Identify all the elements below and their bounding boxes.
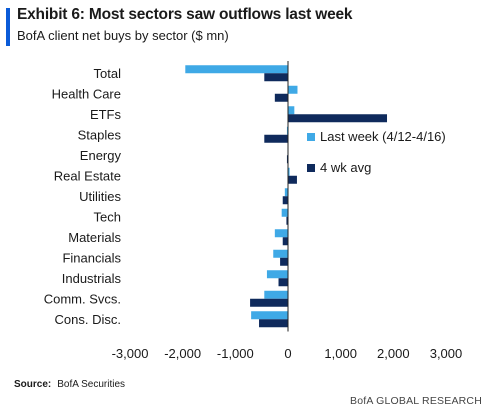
bar-4wk-avg [282,196,288,205]
bar-last-week [281,208,288,217]
legend-label-4wk-avg: 4 wk avg [320,160,371,175]
category-label: Total [94,66,122,81]
bars-group [185,65,388,328]
category-label: Cons. Disc. [55,312,121,327]
category-label: Tech [94,209,121,224]
bar-last-week [286,126,288,135]
bar-last-week [274,229,288,238]
category-label: Real Estate [54,168,121,183]
category-label: Materials [68,230,121,245]
category-label: Utilities [79,189,121,204]
x-tick-label: 0 [284,346,291,361]
category-label: Financials [62,250,121,265]
x-tick-label: -1,000 [217,346,254,361]
x-tick-labels: -3,000 -2,000 -1,000 0 1,000 2,000 3,000 [112,346,463,361]
bar-4wk-avg [278,278,288,287]
bar-4wk-avg [288,175,297,184]
category-label: Industrials [62,271,122,286]
x-tick-label: -3,000 [112,346,149,361]
bar-4wk-avg [286,155,288,164]
source-label: Source: [14,379,52,390]
x-tick-label: 1,000 [324,346,357,361]
bar-4wk-avg [280,257,288,266]
category-label: ETFs [90,107,122,122]
title-accent-bar [6,8,10,46]
bar-4wk-avg [288,114,388,123]
category-label: Comm. Svcs. [44,291,121,306]
bar-4wk-avg [274,93,288,102]
bar-last-week [266,270,288,279]
source-note: Source: BofA Securities [14,379,125,390]
legend-label-last-week: Last week (4/12-4/16) [320,129,446,144]
legend-swatch-last-week [307,133,315,141]
bar-4wk-avg [259,319,288,328]
bar-last-week [251,311,288,320]
bar-last-week [288,106,295,115]
bar-last-week [185,65,288,74]
category-labels: Total Health Care ETFs Staples Energy Real Es… [44,66,122,327]
bar-last-week [273,249,288,258]
bar-4wk-avg [264,134,288,143]
source-text: BofA Securities [57,379,126,390]
bar-4wk-avg [282,237,288,246]
category-label: Health Care [52,86,121,101]
legend-swatch-4wk-avg [307,164,315,172]
bar-last-week [288,85,298,94]
bar-4wk-avg [286,216,288,225]
x-tick-label: 2,000 [377,346,410,361]
footer-brand: BofA GLOBAL RESEARCH [350,395,482,407]
bar-last-week [284,188,288,197]
category-label: Staples [78,127,122,142]
bar-4wk-avg [250,298,288,307]
bar-last-week [264,290,288,299]
chart-subtitle: BofA client net buys by sector ($ mn) [17,28,229,43]
x-tick-label: -2,000 [164,346,201,361]
category-label: Energy [80,148,122,163]
chart-title: Exhibit 6: Most sectors saw outflows las… [17,6,353,23]
bar-4wk-avg [264,73,288,82]
legend: Last week (4/12-4/16) 4 wk avg [307,129,446,175]
bar-last-week [288,167,290,176]
x-tick-label: 3,000 [430,346,463,361]
